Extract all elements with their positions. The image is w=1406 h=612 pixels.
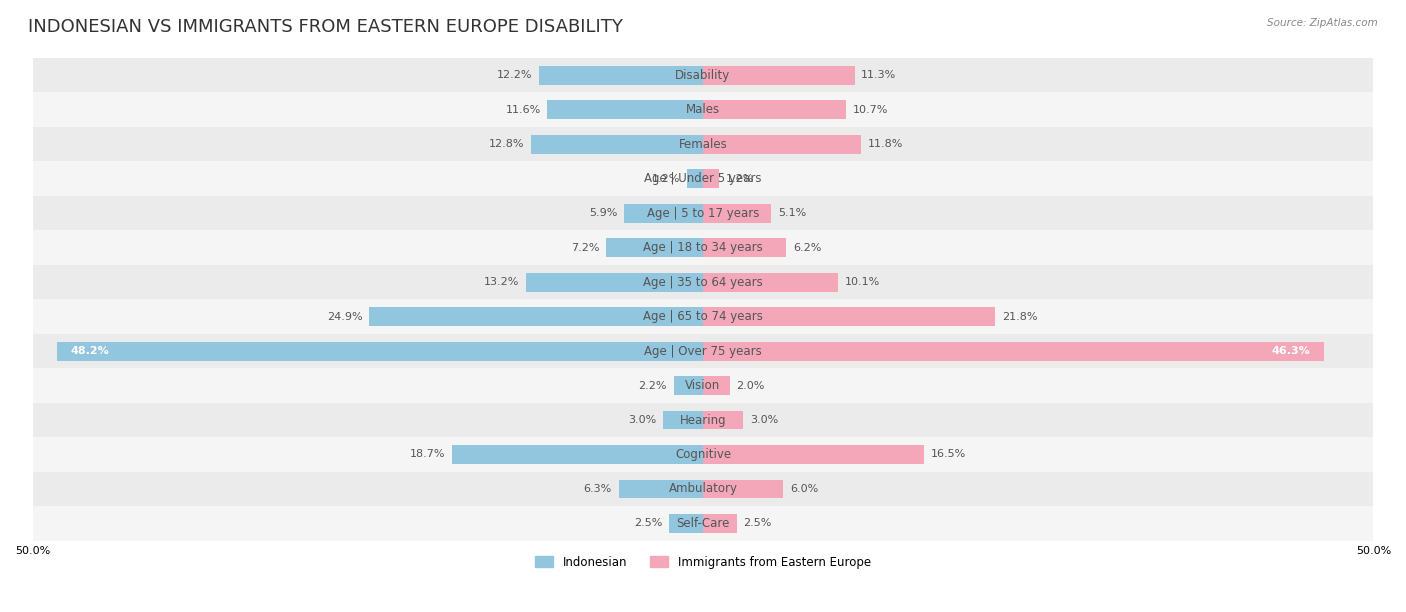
Text: Age | 18 to 34 years: Age | 18 to 34 years	[643, 241, 763, 254]
Bar	[32, 368, 1374, 403]
Text: Age | Under 5 years: Age | Under 5 years	[644, 172, 762, 185]
Bar	[703, 169, 718, 188]
Text: 3.0%: 3.0%	[628, 415, 657, 425]
Text: Self-Care: Self-Care	[676, 517, 730, 530]
Text: Age | 65 to 74 years: Age | 65 to 74 years	[643, 310, 763, 323]
Bar	[624, 204, 703, 223]
Text: 3.0%: 3.0%	[749, 415, 778, 425]
Bar	[703, 479, 783, 498]
Bar	[32, 92, 1374, 127]
Bar	[703, 204, 772, 223]
Bar	[32, 265, 1374, 299]
Text: 16.5%: 16.5%	[931, 449, 966, 460]
Bar	[703, 65, 855, 84]
Text: 1.2%: 1.2%	[725, 174, 754, 184]
Text: Males: Males	[686, 103, 720, 116]
Bar	[703, 341, 1324, 360]
Bar	[703, 307, 995, 326]
Text: Cognitive: Cognitive	[675, 448, 731, 461]
Legend: Indonesian, Immigrants from Eastern Europe: Indonesian, Immigrants from Eastern Euro…	[530, 551, 876, 573]
Bar	[703, 100, 846, 119]
Bar	[56, 341, 703, 360]
Bar	[540, 65, 703, 84]
Text: 46.3%: 46.3%	[1271, 346, 1310, 356]
Text: 2.5%: 2.5%	[744, 518, 772, 529]
Bar	[703, 514, 737, 533]
Text: 10.7%: 10.7%	[853, 105, 889, 114]
Text: 10.1%: 10.1%	[845, 277, 880, 287]
Text: 18.7%: 18.7%	[411, 449, 446, 460]
Text: Age | 5 to 17 years: Age | 5 to 17 years	[647, 207, 759, 220]
Text: 5.9%: 5.9%	[589, 208, 617, 218]
Bar	[526, 272, 703, 291]
Text: 2.2%: 2.2%	[638, 381, 666, 390]
Text: 5.1%: 5.1%	[778, 208, 806, 218]
Bar	[370, 307, 703, 326]
Text: 48.2%: 48.2%	[70, 346, 108, 356]
Text: 11.6%: 11.6%	[506, 105, 541, 114]
Bar	[703, 376, 730, 395]
Bar	[547, 100, 703, 119]
Bar	[703, 238, 786, 257]
Bar	[32, 506, 1374, 541]
Bar	[32, 299, 1374, 334]
Text: Disability: Disability	[675, 69, 731, 81]
Bar	[619, 479, 703, 498]
Text: 12.8%: 12.8%	[489, 139, 524, 149]
Text: 13.2%: 13.2%	[484, 277, 519, 287]
Text: Age | Over 75 years: Age | Over 75 years	[644, 345, 762, 357]
Bar	[32, 58, 1374, 92]
Bar	[32, 403, 1374, 437]
Bar	[32, 162, 1374, 196]
Text: Ambulatory: Ambulatory	[668, 482, 738, 496]
Text: 11.3%: 11.3%	[862, 70, 897, 80]
Bar	[703, 445, 924, 464]
Bar	[32, 437, 1374, 472]
Bar	[453, 445, 703, 464]
Bar	[673, 376, 703, 395]
Text: 12.2%: 12.2%	[498, 70, 533, 80]
Bar	[32, 127, 1374, 162]
Text: 11.8%: 11.8%	[868, 139, 903, 149]
Text: 6.3%: 6.3%	[583, 484, 612, 494]
Bar	[669, 514, 703, 533]
Text: Source: ZipAtlas.com: Source: ZipAtlas.com	[1267, 18, 1378, 28]
Text: Vision: Vision	[685, 379, 721, 392]
Bar	[703, 411, 744, 430]
Text: 7.2%: 7.2%	[571, 242, 600, 253]
Text: 2.5%: 2.5%	[634, 518, 662, 529]
Text: 24.9%: 24.9%	[326, 312, 363, 321]
Text: 2.0%: 2.0%	[737, 381, 765, 390]
Bar	[32, 472, 1374, 506]
Bar	[531, 135, 703, 154]
Bar	[662, 411, 703, 430]
Bar	[703, 272, 838, 291]
Text: Age | 35 to 64 years: Age | 35 to 64 years	[643, 275, 763, 288]
Text: Females: Females	[679, 138, 727, 151]
Bar	[703, 135, 862, 154]
Text: Hearing: Hearing	[679, 414, 727, 427]
Bar	[32, 230, 1374, 265]
Text: 6.0%: 6.0%	[790, 484, 818, 494]
Text: 21.8%: 21.8%	[1002, 312, 1038, 321]
Bar	[606, 238, 703, 257]
Bar	[32, 334, 1374, 368]
Bar	[32, 196, 1374, 230]
Bar	[688, 169, 703, 188]
Text: INDONESIAN VS IMMIGRANTS FROM EASTERN EUROPE DISABILITY: INDONESIAN VS IMMIGRANTS FROM EASTERN EU…	[28, 18, 623, 36]
Text: 6.2%: 6.2%	[793, 242, 821, 253]
Text: 1.2%: 1.2%	[652, 174, 681, 184]
